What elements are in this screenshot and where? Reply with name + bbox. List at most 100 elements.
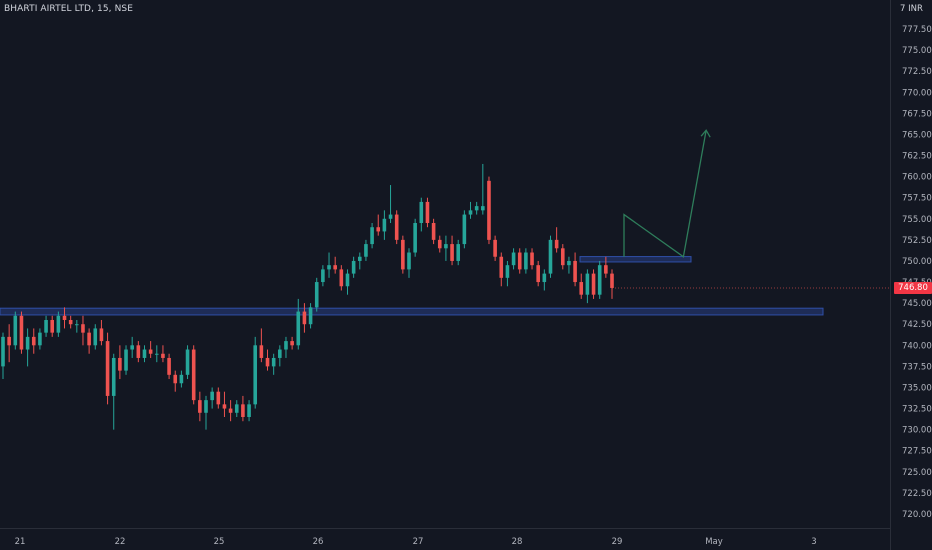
candle-body — [198, 400, 202, 413]
candle-body — [394, 214, 399, 240]
candle-body — [548, 239, 553, 274]
time-tick-label: 3 — [811, 537, 816, 547]
candle-body — [7, 336, 11, 346]
candle-body — [210, 391, 214, 401]
zones-layer — [0, 256, 824, 316]
price-tick-label: 732.50 — [902, 405, 932, 415]
candle-body — [278, 349, 282, 358]
price-tick-label: 730.00 — [902, 426, 932, 436]
candle-body — [493, 239, 497, 257]
candle-body — [68, 320, 73, 325]
candle-body — [142, 349, 147, 358]
time-tick-label: 22 — [115, 537, 126, 547]
candle-body — [87, 332, 91, 346]
candle-body — [579, 282, 584, 295]
price-tick-label: 735.00 — [902, 383, 932, 393]
candle-body — [517, 252, 522, 270]
candle-body — [604, 265, 608, 274]
time-tick-label: 28 — [512, 537, 523, 547]
candle-body — [259, 345, 264, 358]
price-tick-label: 755.00 — [902, 215, 932, 225]
price-tick-label: 770.00 — [902, 88, 932, 98]
candle-body — [462, 214, 467, 245]
candle-body — [530, 252, 534, 266]
currency-label: 7 INR — [900, 4, 923, 14]
candle-body — [351, 260, 356, 274]
candle-body — [591, 273, 596, 295]
price-tick-label: 762.50 — [902, 152, 932, 162]
resistance-zone — [579, 256, 692, 263]
price-tick-label: 725.00 — [902, 468, 932, 478]
candle-body — [253, 345, 258, 405]
price-tick-label: 777.50 — [902, 25, 932, 35]
candle-body — [234, 404, 239, 413]
candle-body — [511, 252, 516, 266]
candles-layer — [1, 163, 890, 430]
candle-body — [431, 223, 436, 240]
candle-body — [148, 349, 153, 354]
candle-body — [425, 201, 430, 223]
candle-body — [19, 315, 24, 350]
candle-body — [185, 349, 190, 375]
candle-body — [327, 265, 331, 270]
candle-body — [161, 353, 165, 358]
candle-body — [370, 227, 374, 245]
candle-body — [339, 269, 344, 287]
candle-body — [573, 260, 577, 283]
candle-body — [44, 320, 48, 333]
candle-body — [271, 357, 276, 367]
candle-body — [597, 265, 602, 295]
projection-arrowhead — [700, 129, 711, 138]
price-tick-label: 742.50 — [902, 320, 932, 330]
price-tick-label: 722.50 — [902, 489, 932, 499]
candle-body — [567, 260, 571, 266]
candle-body — [99, 328, 104, 342]
candle-body — [216, 391, 221, 405]
candle-body — [173, 374, 178, 384]
time-axis[interactable]: 21 22 25 26 27 28 29 May 3 — [15, 537, 817, 547]
price-tick-label: 737.50 — [902, 362, 932, 372]
candle-body — [505, 265, 510, 278]
projection-layer — [623, 129, 711, 258]
candle-body — [105, 341, 110, 396]
candle-body — [345, 273, 350, 287]
price-tick-label: 752.50 — [902, 236, 932, 246]
candle-body — [413, 223, 417, 253]
candle-body — [481, 206, 485, 211]
candle-body — [474, 206, 479, 211]
time-tick-label: 26 — [313, 537, 324, 547]
candle-body — [419, 201, 424, 223]
candle-body — [610, 273, 614, 288]
candle-body — [25, 336, 30, 350]
candle-body — [585, 273, 590, 295]
candle-body — [364, 244, 368, 257]
candle-body — [333, 265, 337, 270]
candle-body — [314, 282, 319, 308]
candle-body — [111, 357, 116, 396]
candle-body — [222, 404, 227, 409]
time-tick-label: 25 — [214, 537, 225, 547]
candle-body — [524, 252, 528, 270]
candle-body — [560, 248, 565, 266]
last-price-tag: 746.80 — [894, 282, 932, 294]
candle-body — [81, 324, 85, 333]
candle-body — [56, 315, 61, 333]
time-tick-label: 29 — [612, 537, 623, 547]
candle-body — [487, 180, 491, 240]
candle-body — [13, 315, 18, 346]
time-tick-label: May — [705, 537, 723, 547]
candle-body — [179, 374, 184, 384]
symbol-title: BHARTI AIRTEL LTD, 15, NSE — [4, 4, 134, 14]
candle-body — [376, 227, 381, 232]
candle-body — [31, 336, 36, 346]
candle-body — [357, 256, 362, 261]
candle-body — [204, 400, 208, 413]
price-tick-label: 760.00 — [902, 173, 932, 183]
time-tick-label: 21 — [15, 537, 26, 547]
candle-body — [302, 311, 307, 325]
candle-body — [554, 239, 559, 249]
candle-body — [247, 404, 251, 417]
projection-path — [623, 130, 707, 258]
